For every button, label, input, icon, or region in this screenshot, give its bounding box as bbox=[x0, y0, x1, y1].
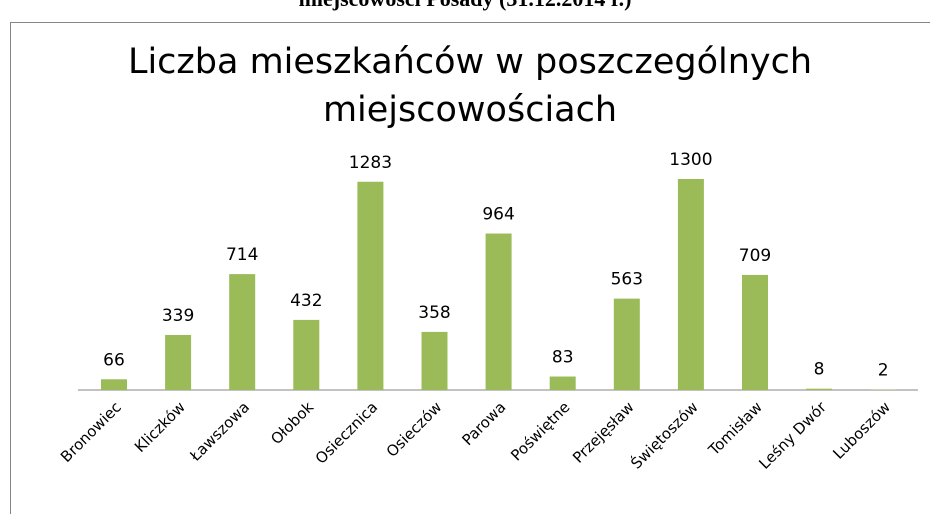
x-tick-label: Leśny Dwór bbox=[755, 398, 830, 473]
x-tick-label: Kliczków bbox=[131, 398, 189, 456]
bar bbox=[165, 334, 192, 390]
bar bbox=[229, 274, 256, 390]
x-tick-label: Ławszowa bbox=[186, 398, 253, 465]
x-tick-label: Świętoszów bbox=[626, 397, 701, 472]
bar bbox=[293, 319, 320, 390]
x-tick-label: Poświętne bbox=[507, 398, 573, 464]
bar bbox=[613, 298, 640, 390]
x-tick-label: Bronowiec bbox=[57, 398, 125, 466]
bar bbox=[421, 331, 448, 390]
x-tick-label: Parowa bbox=[458, 398, 509, 449]
page-heading: miejscowości Posady (31.12.2014 r.) bbox=[0, 0, 930, 12]
chart-frame bbox=[10, 22, 930, 514]
x-tick-label: Ołobok bbox=[267, 398, 317, 448]
value-label: 83 bbox=[552, 348, 574, 368]
x-tick-label: Luboszów bbox=[829, 398, 894, 463]
bar bbox=[485, 233, 512, 390]
value-label: 2 bbox=[878, 361, 889, 381]
x-tick-label: Osieczów bbox=[383, 398, 446, 461]
x-tick-label: Przejęsław bbox=[569, 398, 638, 467]
bar bbox=[101, 379, 127, 390]
x-tick-label: Tomisław bbox=[704, 398, 766, 460]
value-label: 563 bbox=[611, 270, 643, 290]
x-tick-label: Osiecznica bbox=[312, 398, 381, 467]
value-label: 714 bbox=[226, 245, 258, 265]
bar bbox=[677, 179, 704, 390]
chart-title: Liczba mieszkańców w poszczególnych miej… bbox=[127, 42, 813, 130]
value-label: 1300 bbox=[669, 150, 712, 170]
value-label: 339 bbox=[162, 306, 194, 326]
value-label: 432 bbox=[290, 291, 322, 311]
bar bbox=[806, 388, 833, 390]
value-label: 1283 bbox=[349, 153, 392, 173]
bar bbox=[357, 181, 384, 390]
value-label: 66 bbox=[103, 350, 125, 370]
value-label: 8 bbox=[814, 360, 825, 380]
value-label: 964 bbox=[482, 205, 514, 225]
bar bbox=[549, 376, 576, 390]
value-label: 709 bbox=[739, 246, 771, 266]
bar bbox=[742, 274, 768, 390]
value-label: 358 bbox=[418, 303, 450, 323]
